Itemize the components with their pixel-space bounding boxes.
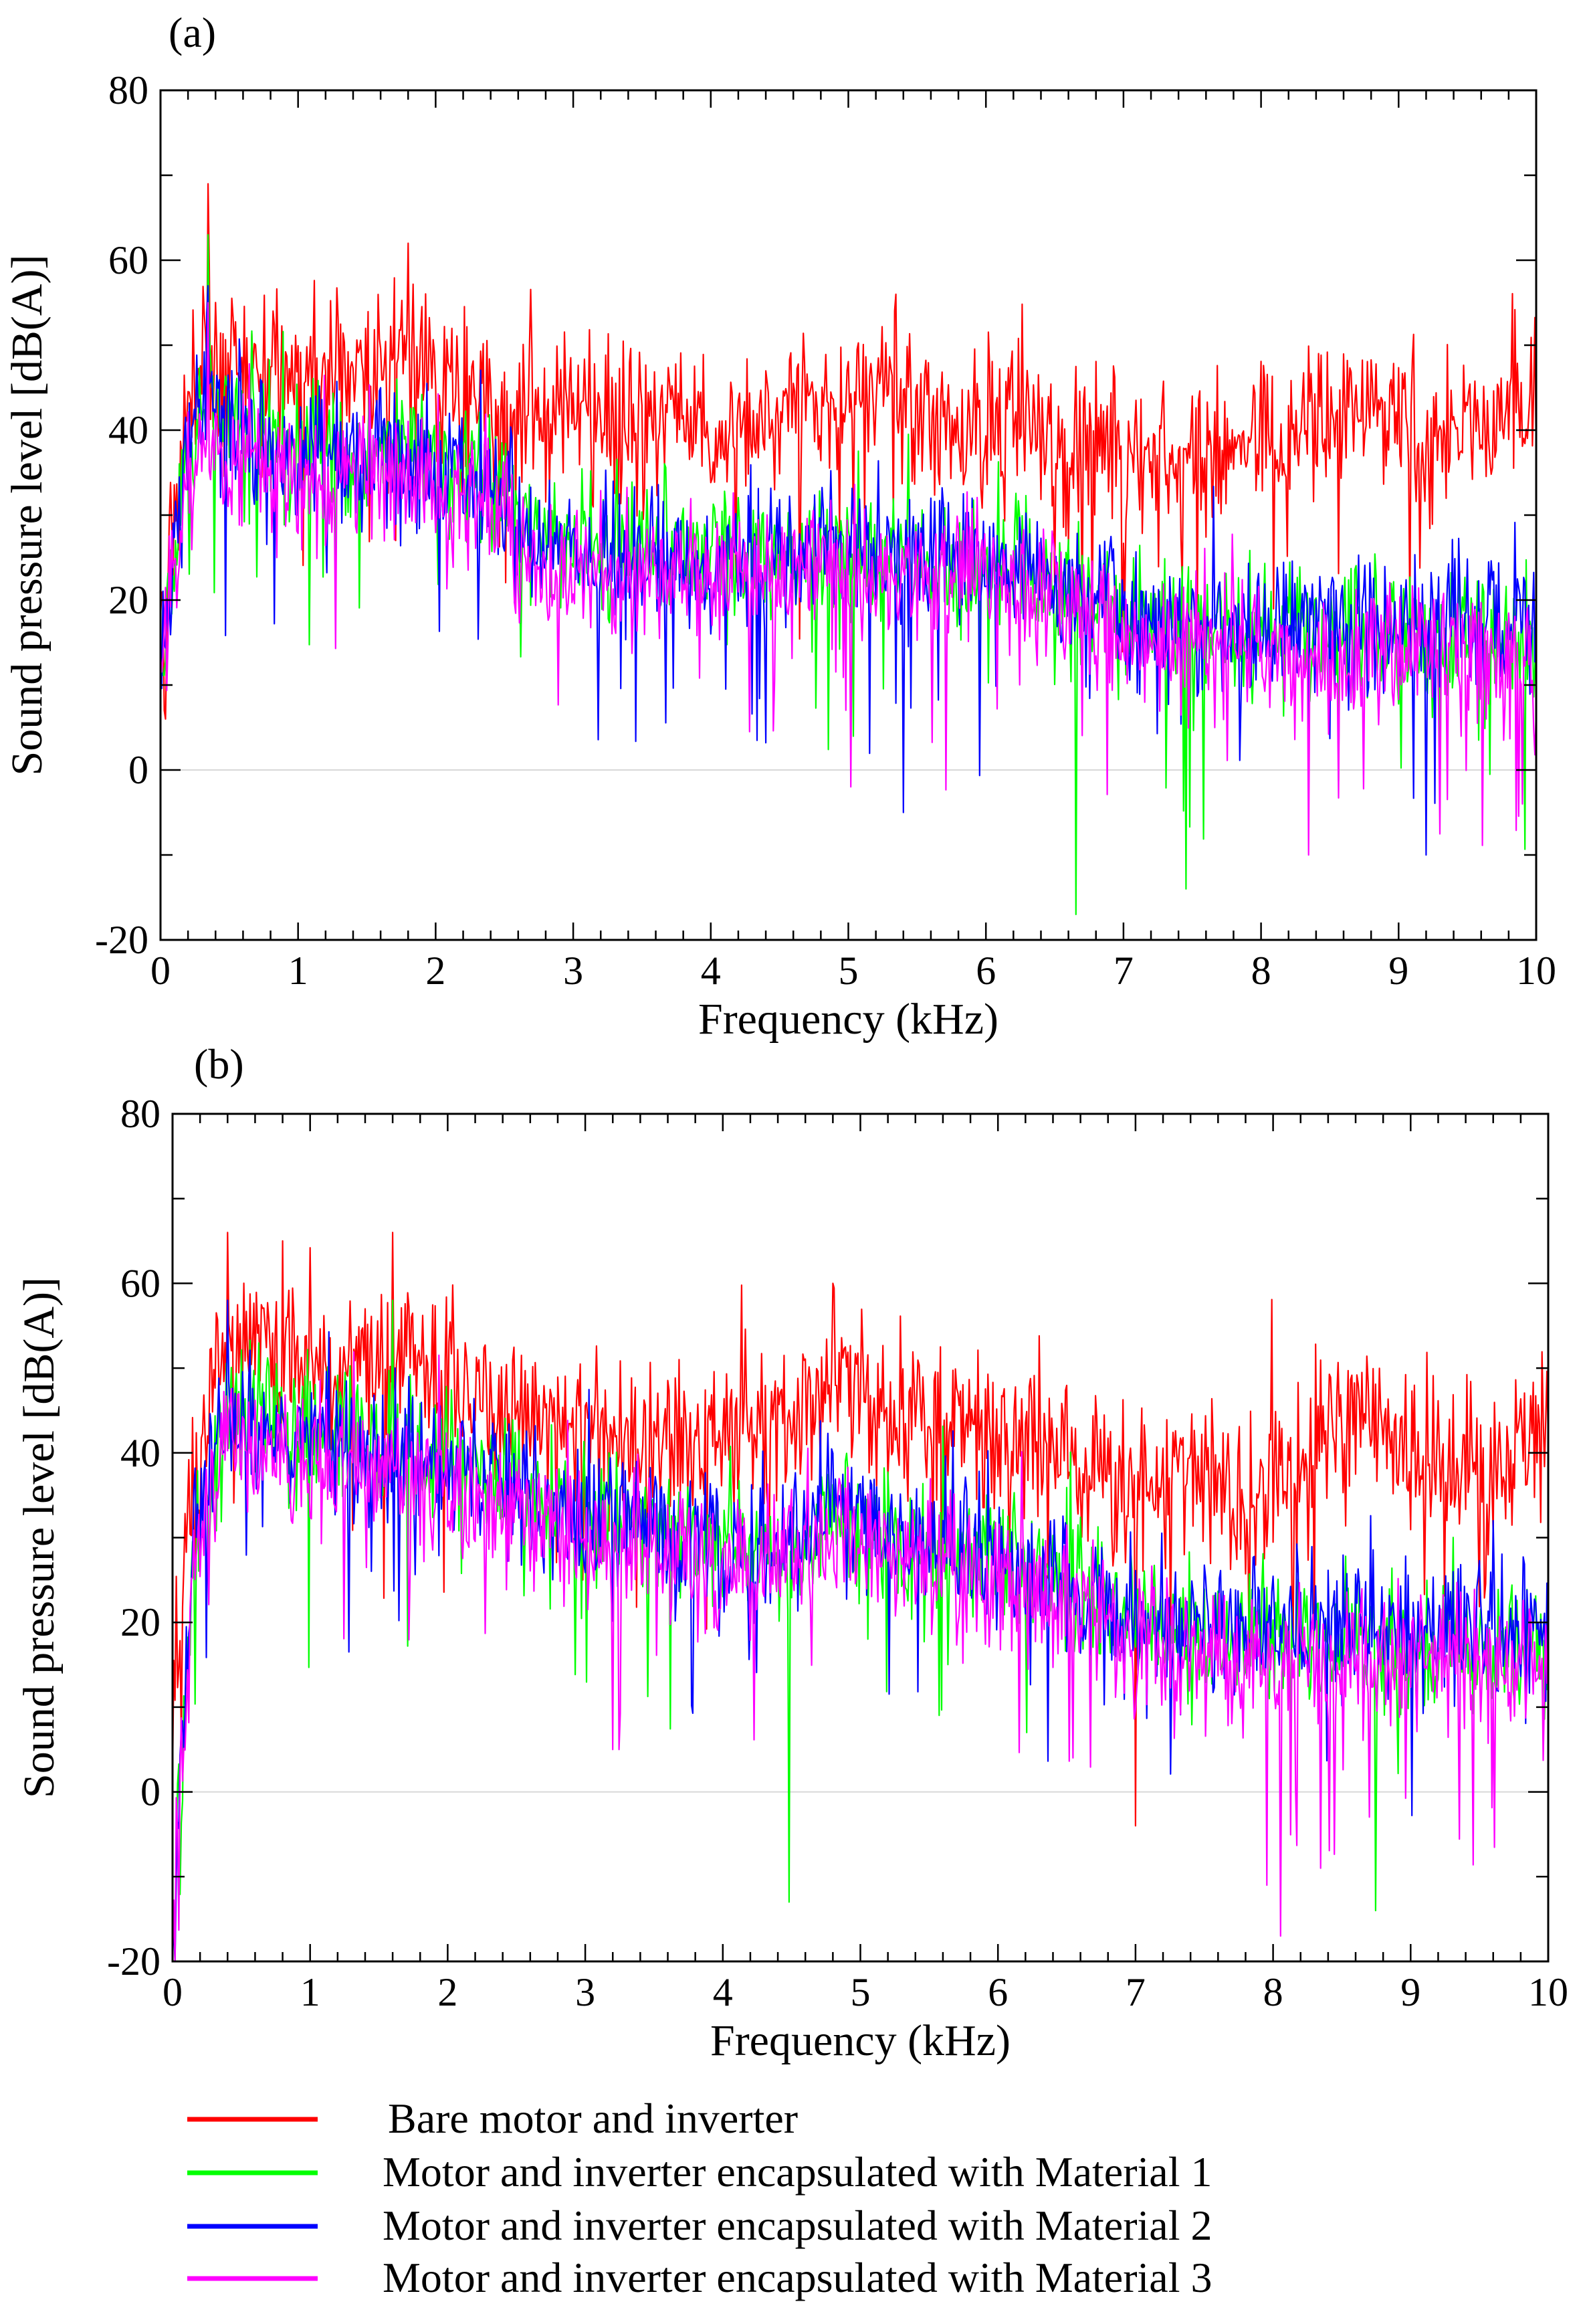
panel-label: (a) (169, 9, 216, 56)
x-tick-label: 5 (851, 1970, 871, 2014)
x-tick-label: 3 (575, 1970, 595, 2014)
legend: Bare motor and inverter Motor and inverte… (187, 2095, 1212, 2301)
plot-frame (159, 89, 1538, 941)
series-line-bare (171, 1232, 1550, 1827)
legend-label: Motor and inverter encapsulated with Mat… (383, 2254, 1212, 2301)
x-tick-label: 9 (1400, 1970, 1420, 2014)
x-tick-label: 8 (1251, 949, 1271, 993)
y-tick-label: 60 (120, 1261, 161, 1305)
y-tick-label: 40 (120, 1431, 161, 1475)
x-tick-label: 6 (988, 1970, 1008, 2014)
y-tick-label: 20 (120, 1600, 161, 1644)
x-tick-label: 9 (1388, 949, 1408, 993)
legend-label: Motor and inverter encapsulated with Mat… (383, 2148, 1212, 2196)
y-tick-label: 60 (108, 238, 148, 282)
series-line-material-3 (171, 1351, 1550, 1963)
series-line-bare (159, 183, 1538, 720)
y-tick-label: 0 (128, 748, 148, 792)
x-tick-label: 1 (300, 1970, 320, 2014)
x-tick-label: 1 (288, 949, 308, 993)
y-tick-label: -20 (95, 918, 148, 962)
x-tick-label: 0 (163, 1970, 183, 2014)
y-tick-label: 80 (108, 68, 148, 112)
y-axis-label: Sound pressure level [dB(A)] (3, 255, 51, 776)
x-tick-label: 7 (1126, 1970, 1146, 2014)
y-tick-label: -20 (107, 1939, 161, 1983)
legend-label: Motor and inverter encapsulated with Mat… (383, 2202, 1212, 2249)
x-tick-label: 2 (437, 1970, 457, 2014)
x-tick-label: 10 (1528, 1970, 1568, 2014)
y-tick-label: 20 (108, 578, 148, 622)
y-tick-label: 0 (140, 1770, 161, 1814)
x-tick-label: 10 (1516, 949, 1556, 993)
x-tick-label: 0 (150, 949, 171, 993)
y-tick-label: 40 (108, 408, 148, 452)
x-axis-label: Frequency (kHz) (710, 2016, 1011, 2065)
series-line-material-3 (159, 302, 1538, 856)
y-tick-label: 80 (120, 1092, 161, 1136)
x-tick-label: 6 (976, 949, 996, 993)
x-tick-label: 7 (1114, 949, 1134, 993)
x-tick-label: 3 (563, 949, 583, 993)
x-tick-label: 4 (713, 1970, 733, 2014)
x-tick-label: 2 (425, 949, 445, 993)
y-axis-label: Sound pressure level [dB(A)] (15, 1277, 64, 1798)
x-axis-label: Frequency (kHz) (698, 995, 998, 1044)
legend-label: Bare motor and inverter (388, 2095, 798, 2142)
x-tick-label: 5 (839, 949, 859, 993)
x-tick-label: 8 (1263, 1970, 1283, 2014)
panel-label: (b) (194, 1040, 244, 1088)
x-tick-label: 4 (701, 949, 721, 993)
